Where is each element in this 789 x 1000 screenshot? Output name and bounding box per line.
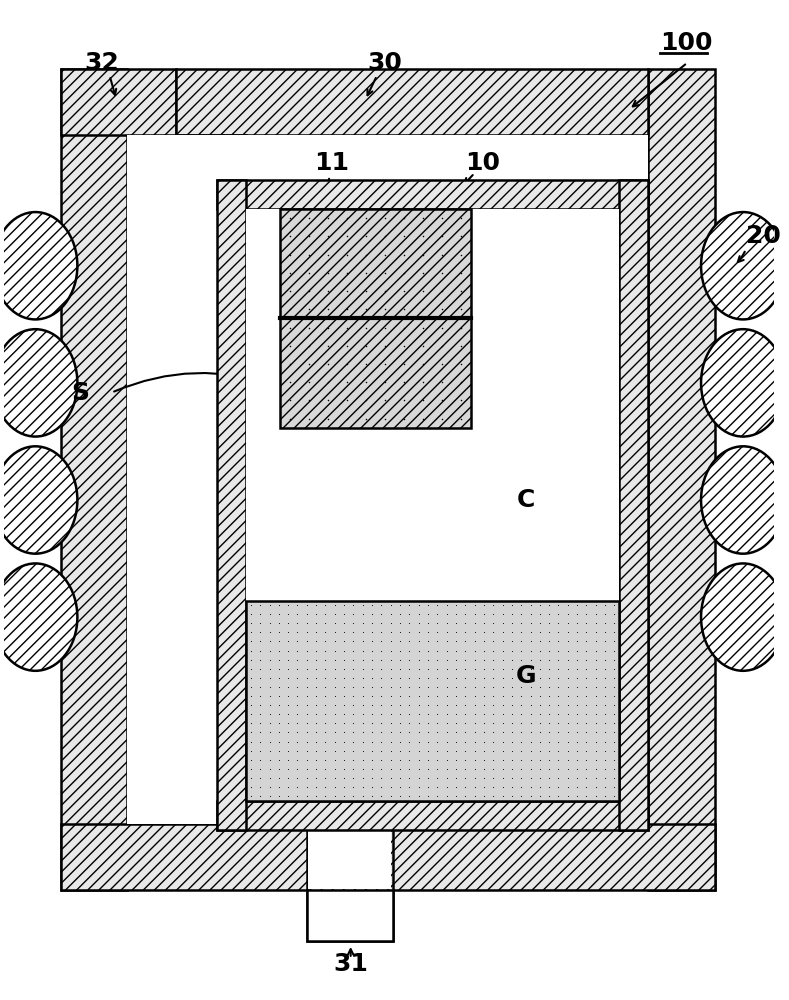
Text: 11: 11	[314, 151, 349, 175]
Bar	[280, 318, 471, 428]
Bar	[61, 824, 715, 890]
Bar	[217, 180, 246, 830]
Text: 32: 32	[84, 51, 119, 75]
Bar	[246, 209, 619, 801]
Bar	[176, 135, 246, 184]
Text: 31: 31	[333, 952, 368, 976]
Ellipse shape	[701, 329, 785, 437]
Ellipse shape	[0, 212, 77, 319]
Ellipse shape	[0, 563, 77, 671]
Ellipse shape	[0, 446, 77, 554]
Bar	[246, 601, 619, 801]
Ellipse shape	[0, 329, 77, 437]
Bar	[176, 69, 649, 135]
Text: S: S	[71, 381, 89, 405]
Bar	[217, 180, 649, 209]
Bar	[649, 69, 715, 890]
Bar	[61, 69, 127, 890]
Text: 20: 20	[746, 224, 781, 248]
Text: 100: 100	[660, 31, 712, 55]
Bar	[61, 69, 176, 135]
Ellipse shape	[701, 212, 785, 319]
Bar	[217, 801, 649, 830]
Ellipse shape	[701, 446, 785, 554]
Bar	[307, 824, 393, 941]
Text: C: C	[517, 488, 536, 512]
Bar	[308, 826, 391, 889]
Bar	[307, 890, 393, 941]
Ellipse shape	[701, 563, 785, 671]
Bar	[619, 180, 649, 830]
Bar	[127, 135, 649, 824]
Text: 30: 30	[368, 51, 402, 75]
Text: G: G	[516, 664, 537, 688]
Bar	[280, 209, 471, 318]
Text: 10: 10	[465, 151, 500, 175]
